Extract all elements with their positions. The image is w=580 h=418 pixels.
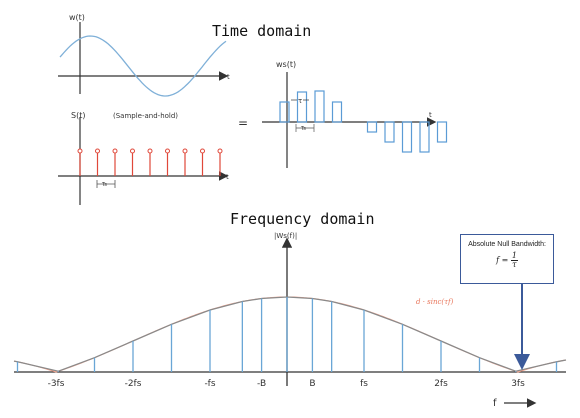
ts-label: Ts: [101, 182, 107, 188]
impulse-head: [217, 148, 223, 154]
frequency-tick-label: 3fs: [511, 379, 525, 389]
frequency-tick-label: -3fs: [48, 379, 65, 389]
sample-hold-label: (Sample-and-hold): [113, 112, 178, 120]
frequency-tick-label: -B: [257, 379, 266, 389]
callout-formula-num: 1: [510, 251, 518, 261]
frequency-tick-label: fs: [360, 379, 368, 389]
frequency-domain-title: Frequency domain: [230, 210, 375, 228]
sample-pulse: [331, 101, 343, 123]
sample-pulse: [366, 121, 378, 133]
st-plot: S(t) (Sample-and-hold) t Ts: [58, 111, 229, 205]
null-bandwidth-callout: Absolute Null Bandwidth: f = 1 τ: [460, 234, 554, 284]
callout-formula-den: τ: [512, 260, 517, 269]
sample-pulse: [279, 101, 290, 123]
impulse-head: [200, 148, 205, 154]
callout-formula: f = 1 τ: [461, 252, 553, 269]
equals-sign: =: [238, 116, 248, 130]
frequency-tick-label: 2fs: [434, 379, 448, 389]
wst-t-label: t: [429, 111, 432, 119]
wt-sine-curve: [59, 35, 227, 97]
wt-t-label: t: [227, 73, 230, 81]
pulse-train: [279, 90, 448, 153]
wst-label: ws(t): [276, 60, 296, 69]
callout-title: Absolute Null Bandwidth:: [468, 241, 546, 248]
frequency-tick-label: B: [309, 379, 315, 389]
sample-pulse: [436, 121, 448, 143]
sinc-label: d · sinc(τf): [416, 298, 454, 306]
wt-label: w(t): [69, 13, 85, 22]
impulse-head: [130, 148, 135, 154]
sample-pulse: [419, 121, 430, 153]
sample-pulse: [384, 121, 395, 143]
frequency-tick-label: -fs: [204, 379, 215, 389]
wst-plot: ws(t) t τ Ts: [262, 60, 448, 168]
sample-pulse: [401, 121, 413, 153]
time-domain-title: Time domain: [212, 22, 311, 40]
sample-pulse: [296, 91, 308, 123]
impulse-head: [112, 148, 118, 154]
callout-formula-f: f =: [496, 255, 509, 265]
impulse-head: [182, 148, 188, 154]
impulse-head: [165, 148, 170, 154]
impulse-head: [95, 148, 100, 154]
st-t-label: t: [226, 173, 229, 181]
st-label: S(t): [71, 111, 85, 120]
ws-ts-label: Ts: [300, 126, 306, 132]
sampled-envelope: [13, 296, 567, 372]
spectrum-y-label: |Ws(f)|: [274, 232, 297, 240]
f-axis-label: f: [493, 398, 497, 409]
impulse-train: [77, 148, 223, 176]
frequency-tick-label: -2fs: [125, 379, 142, 389]
wt-plot: w(t) t: [58, 13, 230, 97]
tau-label: τ: [298, 97, 302, 105]
impulse-head: [147, 148, 153, 154]
impulse-head: [77, 148, 83, 154]
spectral-lines: [16, 297, 558, 372]
sample-pulse: [314, 90, 325, 123]
sinc-envelope: [13, 296, 567, 373]
